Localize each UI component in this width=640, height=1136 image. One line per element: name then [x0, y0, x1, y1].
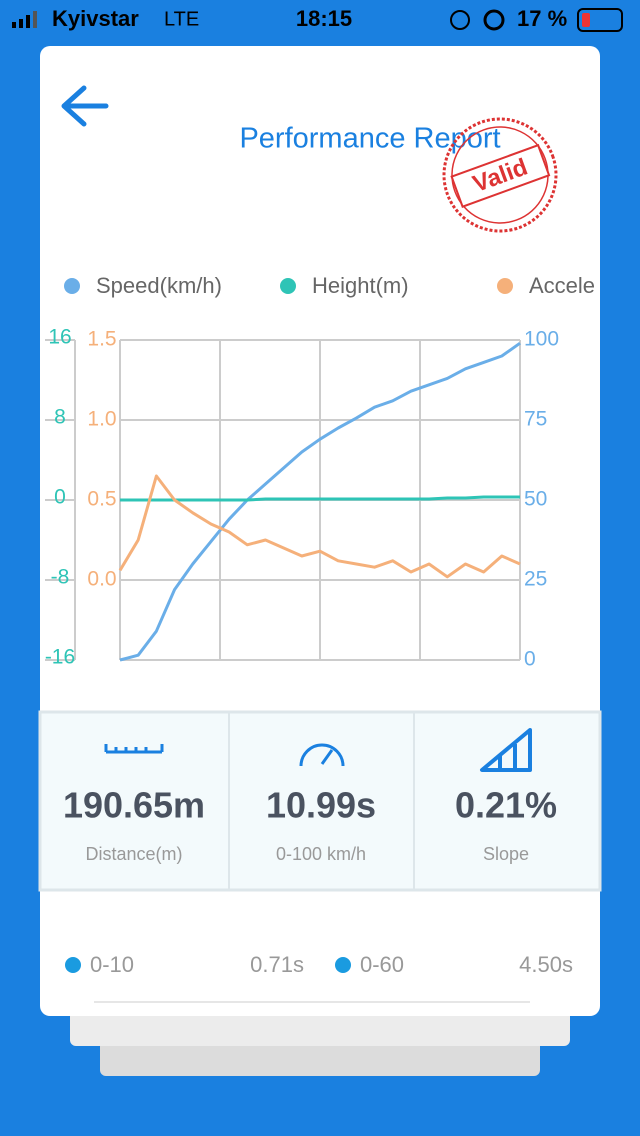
series-line [119, 341, 521, 662]
back-button[interactable] [61, 85, 109, 127]
lock-icon [450, 10, 470, 30]
ruler-icon [104, 744, 164, 754]
legend-marker [64, 278, 80, 294]
split-label: 0-60 [360, 952, 404, 977]
accel-tick-label: 1.0 [87, 408, 116, 431]
stat-value: 0.21% [455, 785, 557, 826]
accel-tick-label: 0.0 [87, 568, 116, 591]
signal [12, 11, 37, 28]
height-tick-label: 16 [48, 326, 71, 349]
stat-label: Distance(m) [85, 844, 182, 864]
split-time: 4.50s [519, 952, 573, 977]
stat-label: 0-100 km/h [276, 844, 366, 864]
speed-tick-label: 50 [524, 488, 547, 511]
carrier: Kyivstar [52, 6, 139, 31]
alarm-icon [483, 9, 505, 31]
legend-label: Speed(km/h) [96, 273, 222, 298]
speed-tick-label: 25 [524, 568, 547, 591]
speed-tick-label: 75 [524, 408, 547, 431]
split-label: 0-10 [90, 952, 134, 977]
stat-label: Slope [483, 844, 529, 864]
height-tick-label: 0 [54, 486, 66, 509]
network: LTE [164, 8, 199, 30]
slope-icon [480, 728, 532, 772]
speed-tick-label: 0 [524, 648, 536, 671]
gauge-icon [299, 743, 345, 767]
stat-value: 190.65m [63, 785, 205, 826]
accel-tick-label: 0.5 [87, 488, 116, 511]
height-tick-label: -8 [51, 566, 70, 589]
gauge-needle [320, 749, 334, 765]
legend-marker [280, 278, 296, 294]
series-line [118, 474, 521, 579]
split-time: 0.71s [250, 952, 304, 977]
legend-label: Accele [529, 273, 595, 298]
legend-marker [497, 278, 513, 294]
series-line [120, 495, 520, 502]
split-marker [65, 957, 81, 973]
stats-panel [38, 710, 602, 892]
height-tick-label: -16 [45, 646, 75, 669]
speed-tick-label: 100 [524, 328, 559, 351]
clock: 18:15 [296, 6, 352, 31]
stat-value: 10.99s [266, 785, 376, 826]
page-title: Performance Report [239, 123, 500, 155]
accel-tick-label: 1.5 [87, 328, 116, 351]
legend-label: Height(m) [312, 273, 409, 298]
split-marker [335, 957, 351, 973]
battery-text: 17 % [517, 6, 567, 31]
battery-icon [577, 8, 623, 32]
height-tick-label: 8 [54, 406, 66, 429]
battery-level [582, 13, 590, 27]
